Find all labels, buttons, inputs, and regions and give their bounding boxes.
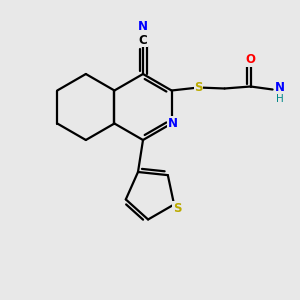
Text: N: N <box>138 20 148 34</box>
Text: S: S <box>194 81 203 94</box>
Text: S: S <box>173 202 181 215</box>
Text: C: C <box>139 34 147 46</box>
Text: N: N <box>168 117 178 130</box>
Text: H: H <box>276 94 283 103</box>
Text: N: N <box>274 81 285 94</box>
Text: O: O <box>246 53 256 66</box>
